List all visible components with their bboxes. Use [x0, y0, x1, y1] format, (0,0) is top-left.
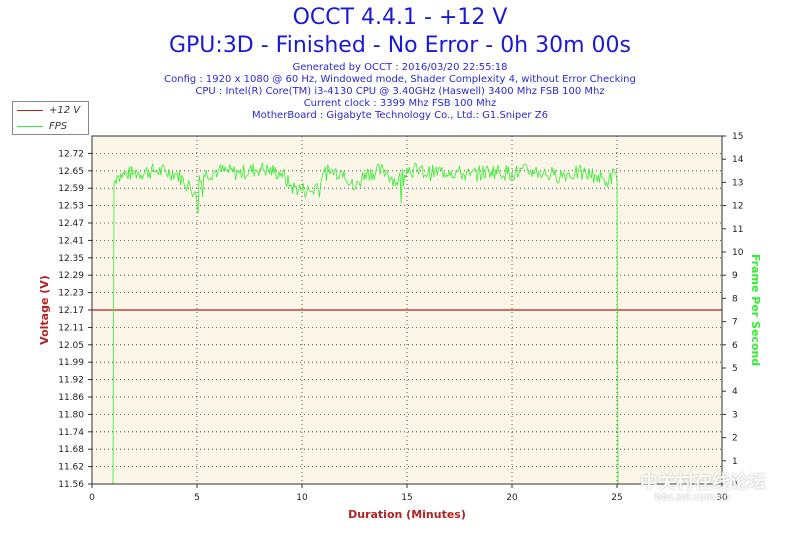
y-tick-label: 11.74: [58, 428, 84, 438]
y-tick-label: 12.29: [58, 271, 84, 281]
y-tick-label: 11.56: [58, 480, 84, 490]
y2-tick-label: 12: [732, 202, 743, 212]
y2-tick-label: 13: [732, 178, 743, 188]
y2-tick-label: 4: [732, 387, 738, 397]
chart-subtitle: GPU:3D - Finished - No Error - 0h 30m 00…: [168, 33, 631, 58]
y2-tick-label: 2: [732, 434, 738, 444]
y-tick-label: 11.68: [58, 445, 84, 455]
x-tick-label: 15: [401, 493, 412, 503]
y-tick-label: 11.80: [58, 410, 84, 420]
y2-tick-label: 3: [732, 410, 738, 420]
y2-tick-label: 10: [732, 248, 744, 258]
x-axis-label: Duration (Minutes): [348, 508, 466, 521]
x-tick-label: 20: [506, 493, 518, 503]
legend-swatch-fps: [17, 125, 43, 127]
x-tick-label: 5: [194, 493, 200, 503]
y-tick-label: 12.59: [58, 184, 84, 194]
y-tick-label: 12.53: [58, 202, 84, 212]
legend-label-fps: FPS: [49, 120, 68, 132]
y2-tick-label: 5: [732, 364, 738, 374]
x-tick-label: 30: [716, 493, 728, 503]
y2-axis-label: Frame Per Second: [749, 254, 762, 366]
y2-tick-label: 11: [732, 225, 743, 235]
y-tick-label: 12.05: [58, 341, 84, 351]
y-axis-label: Voltage (V): [38, 275, 51, 345]
legend-item-fps: FPS: [17, 119, 67, 133]
legend-item-voltage: +12 V: [17, 103, 80, 117]
y-tick-label: 12.47: [58, 219, 84, 229]
series-line-fps: [112, 162, 619, 485]
y-tick-label: 12.23: [58, 289, 84, 299]
y2-tick-label: 7: [732, 318, 738, 328]
y2-tick-label: 15: [732, 132, 743, 142]
chart-title: OCCT 4.4.1 - +12 V: [292, 5, 508, 30]
chart-legend: +12 V FPS: [12, 101, 89, 135]
y2-tick-label: 8: [732, 294, 738, 304]
legend-swatch-voltage: [17, 109, 43, 111]
info-cpu: CPU : Intel(R) Core(TM) i3-4130 CPU @ 3.…: [195, 86, 605, 97]
y2-tick-label: 9: [732, 271, 738, 281]
info-config: Config : 1920 x 1080 @ 60 Hz, Windowed m…: [164, 74, 636, 85]
y-tick-label: 11.92: [58, 376, 84, 386]
y-tick-label: 12.35: [58, 254, 84, 264]
series-layer: [92, 162, 722, 485]
watermark-url: bbs.zol.com.cn: [655, 492, 730, 503]
axes: 0 5 10 15 20 25 3011.5611.6211.6811.7411.8011.…: [58, 132, 743, 503]
y-tick-label: 12.72: [58, 149, 84, 159]
x-tick-label: 25: [611, 493, 622, 503]
x-tick-label: 0: [89, 493, 95, 503]
legend-label-voltage: +12 V: [49, 104, 81, 116]
y-tick-label: 11.99: [58, 358, 84, 368]
plot-frame: [91, 135, 723, 485]
watermark-text: 中关村在线论坛: [640, 472, 766, 493]
y-tick-label: 11.86: [58, 393, 84, 403]
y-tick-label: 12.11: [58, 323, 84, 333]
y-tick-label: 12.17: [58, 306, 84, 316]
y2-tick-label: 0: [732, 480, 738, 490]
y-tick-label: 11.62: [58, 463, 84, 473]
info-clock: Current clock : 3399 Mhz FSB 100 Mhz: [303, 98, 497, 109]
info-motherboard: MotherBoard : Gigabyte Technology Co., L…: [252, 110, 548, 121]
info-generated: Generated by OCCT : 2016/03/20 22:55:18: [292, 62, 508, 73]
y2-tick-label: 1: [732, 457, 738, 467]
y-tick-label: 12.41: [58, 236, 84, 246]
y2-tick-label: 14: [732, 155, 744, 165]
x-tick-label: 10: [296, 493, 308, 503]
y-tick-label: 12.65: [58, 167, 84, 177]
y2-tick-label: 6: [732, 341, 738, 351]
